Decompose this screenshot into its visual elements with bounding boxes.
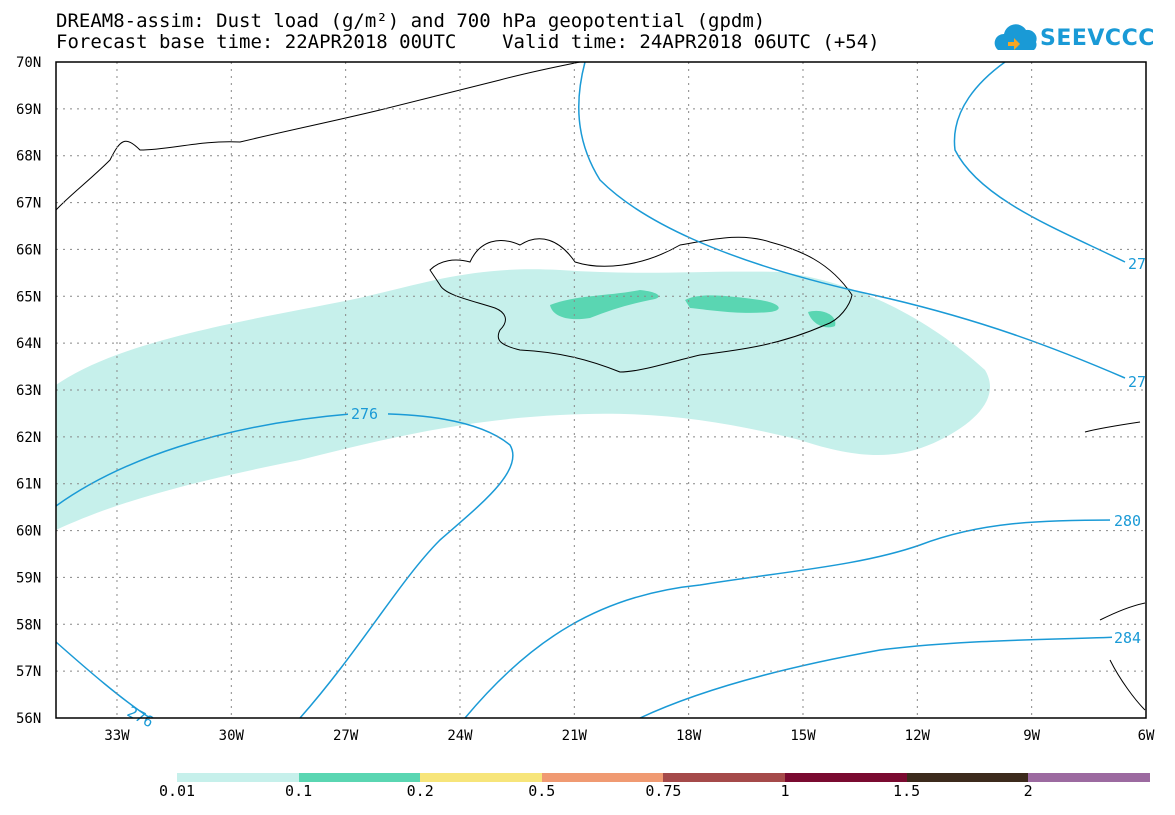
- lat-tick-label: 59N: [16, 570, 41, 586]
- colorbar-label: 0.1: [285, 782, 312, 800]
- lon-tick-label: 18W: [676, 728, 702, 744]
- lat-tick-label: 57N: [16, 664, 41, 680]
- lon-tick-label: 33W: [104, 728, 130, 744]
- lat-tick-label: 60N: [16, 524, 41, 540]
- latitude-labels: 70N 69N 68N 67N 66N 65N 64N 63N 62N 61N 60N 59N 58N 5…: [16, 55, 41, 727]
- lat-tick-label: 64N: [16, 336, 41, 352]
- lat-tick-label: 63N: [16, 383, 41, 399]
- colorbar-label: 1.5: [893, 782, 920, 800]
- lat-tick-label: 66N: [16, 242, 41, 258]
- lat-tick-label: 56N: [16, 711, 41, 727]
- colorbar-swatch: [1028, 773, 1150, 782]
- contour-label: 27: [1128, 255, 1146, 273]
- colorbar-label: 2: [1024, 782, 1033, 800]
- contour-label: 284: [1114, 629, 1141, 647]
- contour-label: 27: [1128, 373, 1146, 391]
- map-panel: 276 276 280 284 27 27 70N 69N 68N 67N 66N 65N…: [0, 0, 1175, 815]
- lat-tick-label: 65N: [16, 289, 41, 305]
- dust-area-low: [56, 269, 990, 530]
- lon-tick-label: 9W: [1023, 728, 1040, 744]
- lat-tick-label: 62N: [16, 430, 41, 446]
- lat-tick-label: 58N: [16, 617, 41, 633]
- colorbar-label: 0.2: [407, 782, 434, 800]
- lat-tick-label: 70N: [16, 55, 41, 71]
- lat-tick-label: 69N: [16, 102, 41, 118]
- lon-tick-label: 6W: [1138, 728, 1155, 744]
- colorbar-swatch: [299, 773, 421, 782]
- colorbar-label: 0.5: [528, 782, 555, 800]
- lon-tick-label: 27W: [333, 728, 359, 744]
- colorbar-swatch: [785, 773, 907, 782]
- lon-tick-label: 15W: [790, 728, 816, 744]
- colorbar-label: 0.01: [159, 782, 195, 800]
- lon-tick-label: 21W: [562, 728, 588, 744]
- colorbar-swatch: [177, 773, 299, 782]
- colorbar-label: 0.75: [645, 782, 681, 800]
- lon-tick-label: 30W: [219, 728, 245, 744]
- colorbar-swatch: [420, 773, 542, 782]
- lat-tick-label: 67N: [16, 196, 41, 212]
- longitude-labels: 33W 30W 27W 24W 21W 18W 15W 12W 9W 6W: [104, 728, 1155, 744]
- colorbar-swatch: [907, 773, 1029, 782]
- lat-tick-label: 61N: [16, 477, 41, 493]
- contour-label: 276: [124, 703, 156, 732]
- colorbar-swatch: [663, 773, 785, 782]
- lon-tick-label: 24W: [447, 728, 473, 744]
- colorbar-label: 1: [780, 782, 789, 800]
- colorbar-swatch: [542, 773, 664, 782]
- contour-label: 280: [1114, 512, 1141, 530]
- lon-tick-label: 12W: [905, 728, 931, 744]
- contour-label: 276: [351, 405, 378, 423]
- lat-tick-label: 68N: [16, 149, 41, 165]
